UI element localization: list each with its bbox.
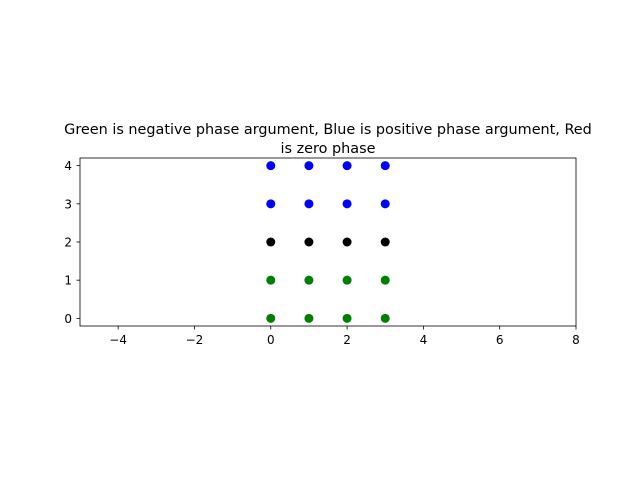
x-tick-label: 8: [572, 333, 580, 347]
data-point: [342, 161, 352, 171]
plot-area: −4 −2 0 2 4 6 8 0 1 2 3 4: [64, 157, 580, 347]
data-point: [342, 199, 352, 209]
data-point: [342, 237, 352, 247]
y-tick-label: 4: [64, 159, 72, 173]
x-tick-label: 2: [343, 333, 351, 347]
x-tick-label: −4: [109, 333, 127, 347]
data-point: [304, 313, 314, 323]
data-point: [266, 199, 276, 209]
data-point: [380, 161, 390, 171]
data-point: [304, 275, 314, 285]
chart-title-line-2: is zero phase: [281, 141, 376, 157]
data-point: [266, 161, 276, 171]
data-point: [342, 313, 352, 323]
data-point: [304, 161, 314, 171]
x-tick-label: 4: [420, 333, 428, 347]
y-tick-label: 3: [64, 197, 72, 211]
x-tick-label: 6: [496, 333, 504, 347]
data-point: [380, 237, 390, 247]
chart-title-line-1: Green is negative phase argument, Blue i…: [64, 122, 592, 138]
data-point: [304, 237, 314, 247]
data-point: [342, 275, 352, 285]
x-tick-label: −2: [186, 333, 204, 347]
y-tick-label: 1: [64, 274, 72, 288]
data-point: [266, 313, 276, 323]
y-tick-label: 0: [64, 312, 72, 326]
data-point: [266, 237, 276, 247]
y-tick-label: 2: [64, 236, 72, 250]
data-point: [304, 199, 314, 209]
data-point: [266, 275, 276, 285]
data-point: [380, 313, 390, 323]
data-point: [380, 275, 390, 285]
data-point: [380, 199, 390, 209]
x-tick-label: 0: [267, 333, 275, 347]
